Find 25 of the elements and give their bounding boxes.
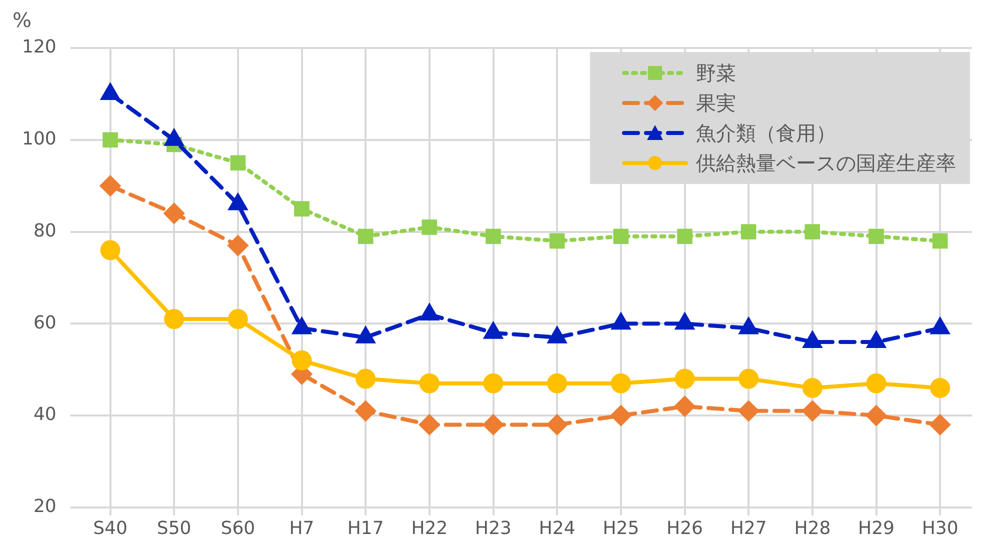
x-tick-label: H30 bbox=[922, 518, 958, 539]
x-tick-label: H29 bbox=[858, 518, 894, 539]
y-tick-label: 40 bbox=[33, 404, 56, 426]
x-tick-label: S50 bbox=[156, 518, 192, 539]
y-tick-label: 20 bbox=[33, 496, 56, 518]
y-axis-title: % bbox=[12, 8, 32, 32]
x-tick-label: H27 bbox=[730, 518, 767, 539]
x-tick-label: S60 bbox=[220, 518, 256, 539]
legend-label: 果実 bbox=[696, 90, 736, 117]
x-tick-label: S40 bbox=[93, 518, 128, 539]
legend-label: 供給熱量ベースの国産生産率 bbox=[696, 150, 956, 177]
x-tick-label: H7 bbox=[289, 518, 314, 539]
y-tick-label: 60 bbox=[33, 312, 56, 334]
y-tick-label: 80 bbox=[33, 220, 56, 242]
x-tick-label: H22 bbox=[411, 518, 448, 539]
y-tick-label: 100 bbox=[22, 128, 56, 150]
legend-label: 魚介類（食用） bbox=[696, 120, 836, 147]
x-tick-label: H24 bbox=[538, 518, 576, 539]
y-tick-label: 120 bbox=[22, 36, 56, 58]
x-tick-label: H25 bbox=[602, 518, 640, 539]
x-tick-label: H28 bbox=[794, 518, 831, 539]
x-tick-label: H17 bbox=[347, 518, 384, 539]
legend-label: 野菜 bbox=[696, 60, 736, 87]
x-tick-label: H26 bbox=[666, 518, 703, 539]
x-tick-label: H23 bbox=[475, 518, 512, 539]
